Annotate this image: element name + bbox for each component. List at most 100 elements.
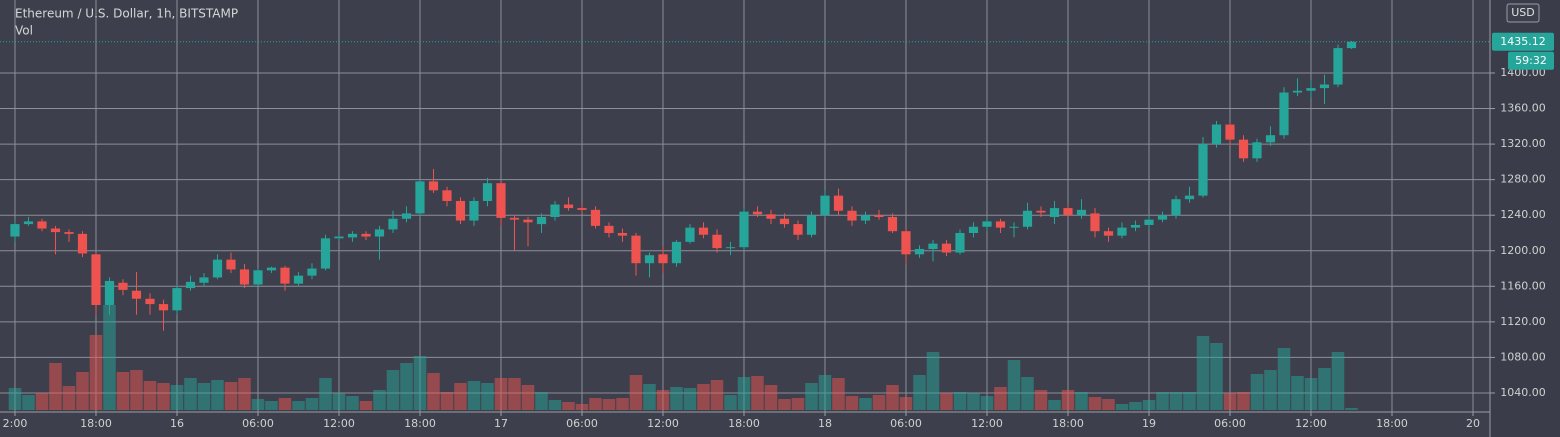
x-tick-label: 06:00 [242, 417, 274, 430]
volume-bar [737, 377, 751, 410]
volume-bar [1223, 393, 1237, 410]
candle-body [118, 282, 128, 290]
volume-bar [346, 396, 359, 410]
volume-bar [481, 383, 494, 410]
candle-body [482, 183, 493, 201]
candle-body [793, 224, 803, 235]
candle-body [806, 215, 817, 235]
candle-body [1306, 88, 1316, 91]
candle-body [442, 190, 452, 201]
x-tick-label: 06:00 [566, 417, 598, 430]
candle-body [320, 238, 331, 269]
volume-bar [1156, 392, 1169, 410]
volume-bar [886, 385, 899, 410]
candle-body [415, 181, 425, 214]
volume-bar [832, 378, 845, 410]
candle-body [1333, 48, 1343, 85]
candle-body [766, 214, 776, 219]
candle-body [428, 181, 439, 191]
volume-bar [8, 388, 22, 410]
candle-body [1171, 199, 1181, 216]
last-price-label: 1435.12 [1500, 35, 1546, 48]
volume-bar [238, 378, 251, 410]
candle-body [158, 304, 169, 311]
x-tick-label: 12:00 [971, 417, 1003, 430]
candle-body [10, 224, 20, 237]
volume-bar [251, 399, 265, 410]
volume-bar [1169, 392, 1183, 410]
candle-body [185, 281, 196, 289]
candle-body [199, 277, 209, 283]
candle-body [887, 216, 898, 232]
volume-bar [211, 380, 224, 410]
y-tick-label: 1240.00 [1500, 208, 1546, 221]
candle-body [307, 268, 317, 276]
volume-bar [103, 305, 116, 410]
candle-body [1130, 224, 1141, 228]
candle-body [631, 235, 641, 264]
volume-bar [521, 385, 535, 410]
candle-body [77, 233, 88, 254]
volume-bar [764, 385, 778, 410]
candle-body [212, 259, 223, 278]
axes: 1040.00 1080.00 1120.00 1160.00 1200.00 1240.… [0, 32, 1554, 430]
volume-bar [1291, 376, 1304, 410]
volume-bar [589, 398, 602, 410]
volume-bar [1331, 352, 1345, 410]
candle-body [712, 234, 722, 249]
candle-body [928, 243, 938, 249]
candle-body [509, 217, 520, 220]
volume-bar [697, 384, 710, 410]
currency[interactable]: USD [1511, 6, 1535, 19]
volume-bar [1034, 390, 1048, 410]
candle-body [860, 215, 871, 221]
candle-body [1009, 226, 1019, 228]
x-tick-label: 18:00 [728, 417, 760, 430]
x-tick-label: 06:00 [890, 417, 922, 430]
currency-box[interactable] [1506, 3, 1540, 23]
candle-body [1117, 227, 1127, 236]
candle-body [1346, 41, 1357, 49]
candle-body [64, 232, 74, 234]
y-tick-label: 1160.00 [1500, 279, 1546, 292]
volume-bar [1088, 397, 1102, 410]
volume-bar [76, 372, 89, 410]
candle-body [496, 183, 506, 218]
volume-bar [1021, 377, 1034, 410]
candle-body [914, 248, 925, 255]
volume-bar [724, 395, 737, 410]
candle-body [995, 221, 1006, 228]
y-tick-label: 1080.00 [1500, 350, 1546, 363]
candle-body [901, 231, 911, 255]
volume-bar [845, 396, 859, 410]
x-tick-label: 18:00 [404, 417, 436, 430]
volume-bar [548, 400, 562, 410]
volume-bar [535, 392, 548, 410]
countdown-box [1508, 51, 1554, 70]
candle-body [1184, 195, 1195, 200]
volume-bar [1142, 400, 1156, 410]
x-tick-label: 2:00 [3, 417, 28, 430]
y-tick-label: 1280.00 [1500, 173, 1546, 186]
candle-body [523, 219, 533, 223]
price-axis [1490, 0, 1560, 437]
volume-bar [427, 373, 440, 410]
x-tick-label: 12:00 [1295, 417, 1327, 430]
volume-bar [386, 370, 400, 410]
candle-body [577, 208, 587, 210]
candle-body [563, 204, 574, 209]
volume-bar [1007, 360, 1021, 410]
volume-bar [440, 392, 454, 410]
volume-bar [1075, 392, 1088, 410]
candle-body [455, 200, 466, 221]
candle-body [955, 232, 965, 253]
volume-bar [791, 398, 805, 410]
candle-body [1063, 208, 1073, 216]
x-tick-label: 18:00 [80, 417, 112, 430]
volume-bar [1345, 408, 1358, 410]
candle-body [104, 280, 115, 305]
candle-body [1225, 124, 1235, 140]
candle-body [982, 221, 992, 227]
candle-body [1319, 84, 1330, 89]
